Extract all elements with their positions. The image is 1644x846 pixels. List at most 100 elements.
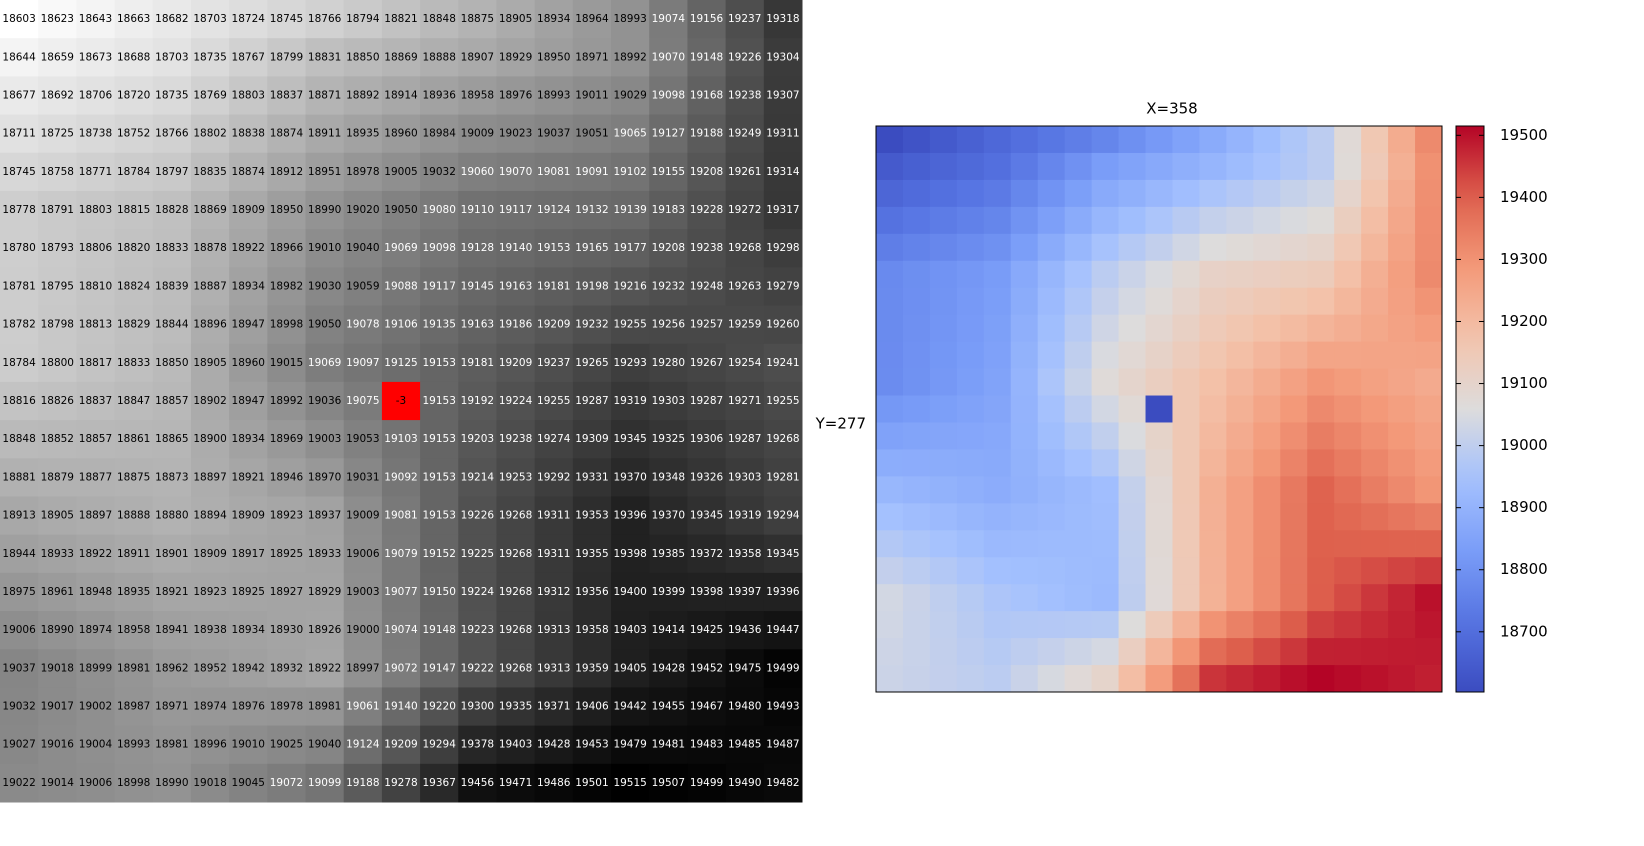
heatmap-cell bbox=[1010, 287, 1039, 316]
grid-cell-value: 18857 bbox=[79, 433, 112, 445]
heatmap-cell bbox=[1145, 341, 1173, 369]
heatmap-cell bbox=[1280, 126, 1308, 154]
grid-cell-value: 18735 bbox=[193, 51, 226, 63]
heatmap-cell bbox=[1361, 611, 1389, 639]
heatmap-cell bbox=[1118, 341, 1146, 369]
heatmap-cell bbox=[1361, 287, 1389, 316]
grid-cell bbox=[38, 420, 77, 459]
grid-cell-value: 19399 bbox=[652, 586, 685, 598]
heatmap-cell bbox=[1010, 530, 1039, 558]
grid-cell bbox=[152, 458, 192, 497]
heatmap-cell bbox=[1280, 206, 1308, 235]
grid-cell-value: 19153 bbox=[537, 242, 570, 254]
grid-cell bbox=[0, 343, 39, 383]
grid-cell-value: 19209 bbox=[384, 739, 417, 751]
grid-cell-value: 18821 bbox=[384, 13, 417, 25]
heatmap-cell bbox=[1145, 530, 1173, 558]
heatmap-cell bbox=[902, 557, 931, 585]
grid-cell-value: 19255 bbox=[613, 319, 646, 331]
grid-cell bbox=[0, 496, 39, 536]
heatmap-cell bbox=[1145, 152, 1173, 181]
heatmap-cell bbox=[1307, 611, 1335, 639]
heatmap-cell bbox=[1064, 476, 1093, 504]
heatmap-cell bbox=[1172, 179, 1200, 208]
heatmap-cell bbox=[1307, 368, 1335, 396]
heatmap-cell bbox=[1037, 126, 1066, 154]
grid-cell bbox=[0, 152, 39, 192]
grid-cell-value: 18969 bbox=[270, 433, 303, 445]
grid-cell bbox=[611, 420, 650, 459]
heatmap-cell bbox=[983, 584, 1012, 612]
grid-cell-value: 18659 bbox=[41, 51, 74, 63]
grid-cell bbox=[114, 152, 154, 192]
heatmap-cell bbox=[929, 260, 958, 289]
grid-cell-value: 18677 bbox=[2, 89, 35, 101]
grid-cell bbox=[190, 496, 230, 536]
heatmap-cell bbox=[1145, 476, 1173, 504]
grid-cell bbox=[190, 611, 230, 650]
grid-cell bbox=[534, 763, 574, 803]
grid-cell-value: 18912 bbox=[270, 166, 303, 178]
heatmap-cell bbox=[1253, 233, 1281, 262]
grid-cell-value: 19017 bbox=[41, 701, 74, 713]
grid-cell bbox=[305, 687, 345, 727]
heatmap-cell bbox=[956, 179, 985, 208]
grid-cell-value: 19078 bbox=[346, 319, 379, 331]
heatmap-cell bbox=[1037, 260, 1066, 289]
grid-cell bbox=[38, 763, 77, 803]
heatmap-cell bbox=[902, 422, 931, 450]
heatmap-cell bbox=[1388, 287, 1416, 316]
grid-cell-value: 18784 bbox=[2, 357, 36, 369]
heatmap-cell bbox=[876, 476, 904, 504]
heatmap-cell bbox=[1226, 126, 1254, 154]
grid-cell-value: 18934 bbox=[537, 13, 571, 25]
heatmap-cell bbox=[983, 287, 1012, 316]
grid-cell-value: 19241 bbox=[766, 357, 799, 369]
heatmap-cell bbox=[1307, 179, 1335, 208]
grid-cell bbox=[763, 381, 803, 421]
grid-cell bbox=[763, 114, 803, 154]
heatmap-cell bbox=[1199, 611, 1227, 639]
grid-cell bbox=[420, 611, 459, 650]
grid-cell-value: 18829 bbox=[117, 319, 150, 331]
grid-cell-value: 18981 bbox=[117, 662, 150, 674]
heatmap-cell bbox=[1145, 206, 1173, 235]
grid-cell-value: 19487 bbox=[766, 739, 799, 751]
grid-cell-value: 19268 bbox=[499, 624, 532, 636]
heatmap-cell bbox=[1307, 126, 1335, 154]
heatmap-cell bbox=[902, 611, 931, 639]
grid-cell bbox=[229, 114, 268, 154]
grid-cell-value: 18900 bbox=[193, 433, 226, 445]
heatmap-cell bbox=[1226, 665, 1254, 693]
grid-cell-value: 19016 bbox=[41, 739, 75, 751]
grid-cell bbox=[114, 496, 154, 536]
grid-cell-value: 19036 bbox=[308, 395, 342, 407]
heatmap-cell bbox=[1064, 233, 1093, 262]
grid-cell bbox=[649, 76, 688, 116]
grid-cell bbox=[763, 572, 803, 612]
grid-cell-value: 18861 bbox=[117, 433, 150, 445]
grid-cell-value: 19188 bbox=[690, 128, 723, 140]
grid-cell-value: 19370 bbox=[613, 471, 646, 483]
grid-cell bbox=[381, 267, 421, 307]
grid-cell-value: 19030 bbox=[308, 280, 341, 292]
heatmap-cell bbox=[876, 395, 904, 423]
grid-cell bbox=[0, 0, 39, 39]
heatmap-cell bbox=[983, 476, 1012, 504]
grid-cell-value: 18982 bbox=[270, 280, 303, 292]
grid-cell-value: 19314 bbox=[766, 166, 800, 178]
grid-cell bbox=[611, 76, 650, 116]
grid-cell bbox=[38, 152, 77, 192]
grid-cell-value: 19237 bbox=[537, 357, 570, 369]
heatmap-cell bbox=[1145, 584, 1173, 612]
grid-cell-value: 19163 bbox=[461, 319, 494, 331]
grid-cell bbox=[38, 38, 77, 77]
grid-cell-value: 18975 bbox=[2, 586, 35, 598]
grid-cell bbox=[76, 534, 116, 574]
heatmap-cell bbox=[1118, 449, 1146, 477]
grid-cell-value: 19117 bbox=[499, 204, 532, 216]
heatmap-cell bbox=[1010, 557, 1039, 585]
grid-cell-value: 18960 bbox=[384, 128, 417, 140]
grid-cell bbox=[267, 687, 307, 727]
heatmap-cell bbox=[929, 422, 958, 450]
